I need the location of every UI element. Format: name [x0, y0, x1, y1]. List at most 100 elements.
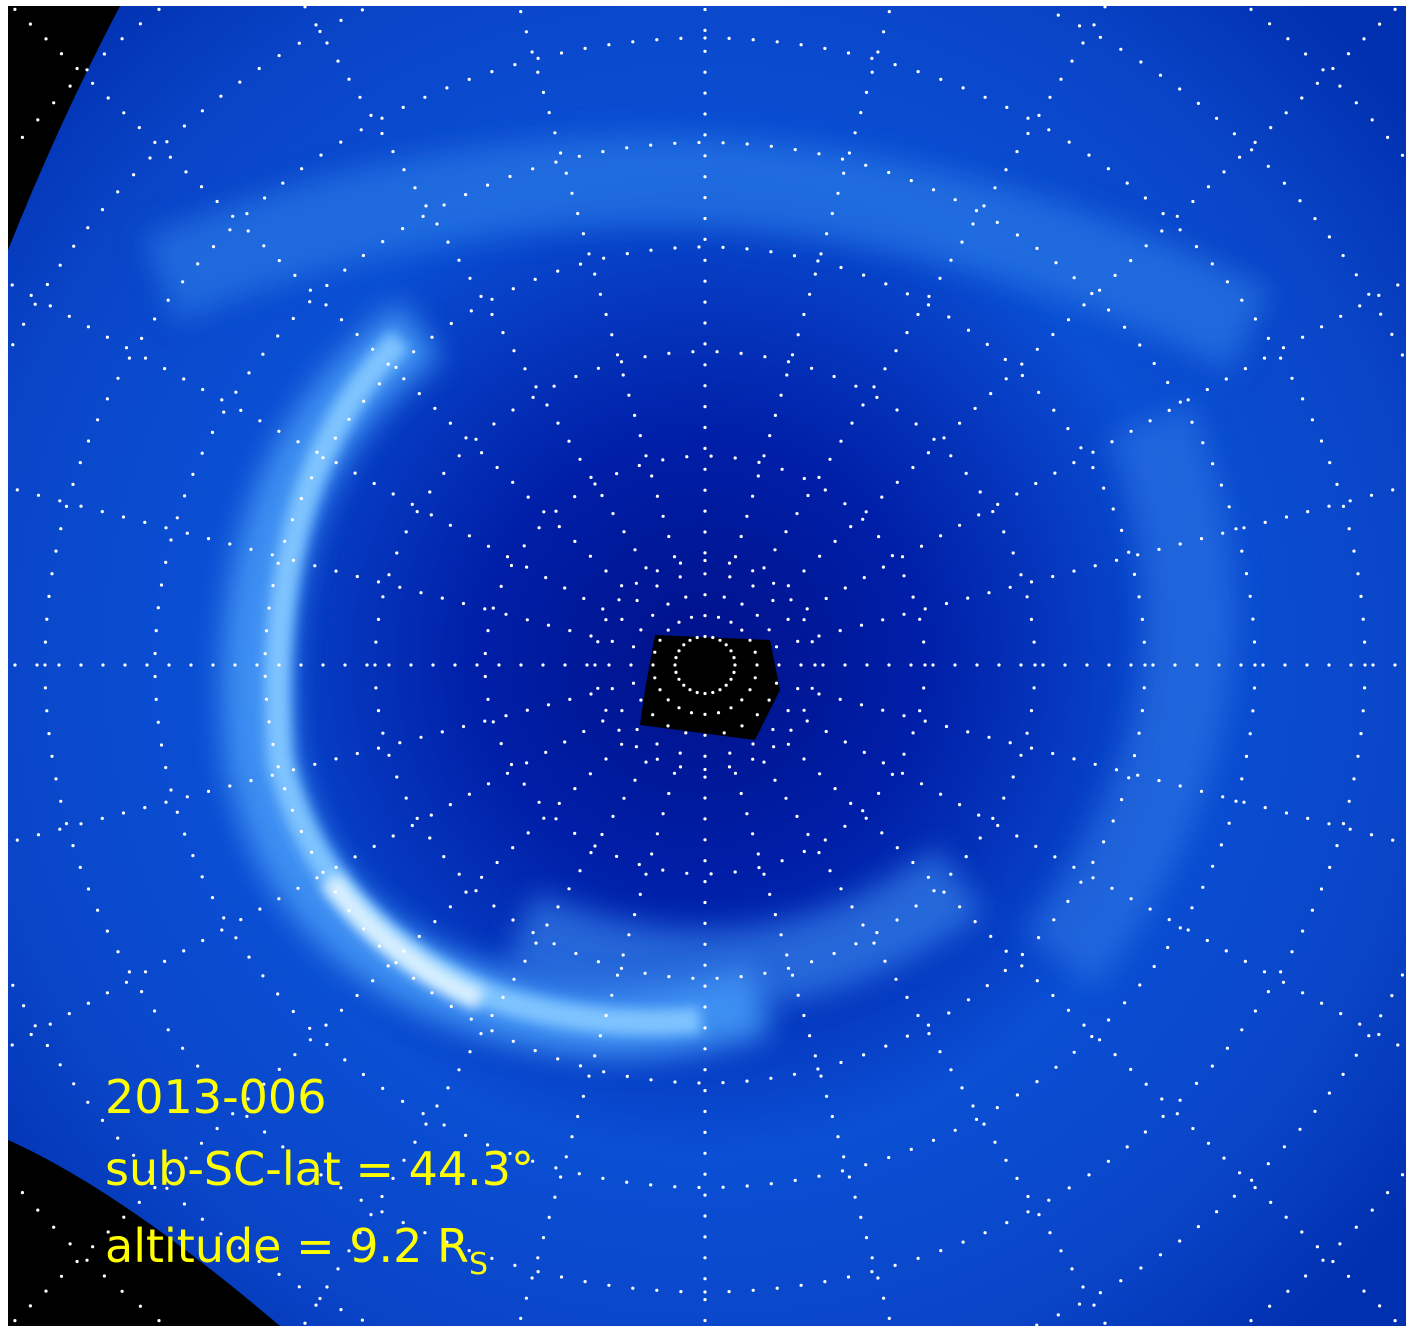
grid-dot: [1082, 303, 1085, 306]
grid-dot: [222, 916, 225, 919]
grid-dot: [578, 155, 581, 158]
grid-dot: [796, 640, 799, 643]
grid-dot: [79, 822, 82, 825]
grid-dot: [987, 591, 990, 594]
grid-dot: [1054, 1066, 1057, 1069]
grid-dot: [703, 964, 706, 967]
grid-dot: [620, 360, 623, 363]
grid-dot: [616, 353, 619, 356]
grid-dot: [884, 282, 887, 285]
grid-dot: [771, 728, 774, 731]
grid-dot: [1081, 1285, 1084, 1288]
grid-dot: [160, 743, 163, 746]
grid-dot: [1015, 834, 1018, 837]
grid-dot: [1249, 1319, 1252, 1322]
grid-dot: [916, 313, 919, 316]
grid-dot: [1153, 965, 1156, 968]
grid-dot: [79, 866, 82, 869]
grid-dot: [1098, 1038, 1101, 1041]
grid-dot: [371, 979, 374, 982]
grid-dot: [52, 1226, 55, 1229]
grid-dot: [1099, 1291, 1102, 1294]
grid-dot: [984, 1231, 987, 1234]
grid-dot: [1328, 461, 1331, 464]
grid-dot: [271, 774, 274, 777]
grid-dot: [422, 215, 425, 218]
grid-dot: [703, 1194, 706, 1197]
grid-dot: [1234, 527, 1237, 530]
grid-dot: [122, 111, 125, 114]
grid-dot: [611, 815, 614, 818]
grid-dot: [450, 322, 453, 325]
grid-dot: [1053, 472, 1056, 475]
grid-dot: [196, 262, 199, 265]
grid-dot: [335, 866, 338, 869]
grid-dot: [1019, 573, 1022, 576]
grid-dot: [46, 283, 49, 286]
grid-dot: [703, 29, 706, 32]
grid-dot: [1112, 819, 1115, 822]
grid-dot: [446, 1086, 449, 1089]
grid-dot: [989, 392, 992, 395]
grid-dot: [523, 544, 526, 547]
grid-dot: [865, 1236, 868, 1239]
grid-dot: [1207, 185, 1210, 188]
grid-dot: [843, 663, 846, 666]
grid-dot: [1072, 570, 1075, 573]
grid-dot: [703, 614, 706, 617]
grid-dot: [848, 151, 851, 154]
grid-dot: [780, 394, 783, 397]
grid-dot: [1393, 663, 1396, 666]
grid-dot: [531, 167, 534, 170]
grid-dot: [1012, 775, 1015, 778]
grid-dot: [1037, 936, 1040, 939]
grid-dot: [578, 1172, 581, 1175]
grid-dot: [751, 495, 754, 498]
grid-dot: [1313, 1110, 1316, 1113]
grid-dot: [430, 814, 433, 817]
grid-dot: [635, 745, 638, 748]
grid-dot: [263, 196, 266, 199]
grid-dot: [276, 334, 279, 337]
grid-dot: [181, 1047, 184, 1050]
grid-dot: [602, 257, 605, 260]
grid-dot: [703, 1235, 706, 1238]
grid-dot: [72, 1082, 75, 1085]
grid-dot: [360, 1199, 363, 1202]
grid-dot: [1238, 1171, 1241, 1174]
grid-dot: [831, 1115, 834, 1118]
grid-dot: [757, 461, 760, 464]
grid-dot: [1052, 918, 1055, 921]
grid-dot: [589, 692, 592, 695]
grid-dot: [101, 1119, 104, 1122]
grid-dot: [611, 640, 614, 643]
grid-dot: [298, 42, 301, 45]
grid-dot: [534, 1049, 537, 1052]
grid-dot: [1391, 488, 1394, 491]
grid-dot: [525, 761, 528, 764]
grid-dot: [589, 772, 592, 775]
grid-dot: [424, 1123, 427, 1126]
grid-dot: [309, 1038, 312, 1041]
grid-dot: [144, 357, 147, 360]
grid-dot: [703, 817, 706, 820]
grid-dot: [424, 204, 427, 207]
grid-dot: [176, 811, 179, 814]
grid-dot: [673, 1185, 676, 1188]
grid-dot: [1066, 427, 1069, 430]
grid-dot: [891, 554, 894, 557]
grid-dot: [710, 872, 713, 875]
grid-dot: [1320, 325, 1323, 328]
grid-dot: [703, 859, 706, 862]
grid-dot: [627, 933, 630, 936]
grid-dot: [1102, 487, 1105, 490]
grid-dot: [932, 889, 935, 892]
grid-dot: [762, 873, 765, 876]
grid-dot: [1268, 1305, 1271, 1308]
grid-dot: [677, 706, 680, 709]
grid-dot: [703, 838, 706, 841]
grid-dot: [1349, 663, 1352, 666]
grid-dot: [526, 618, 529, 621]
grid-dot: [1107, 663, 1110, 666]
grid-dot: [601, 1177, 604, 1180]
